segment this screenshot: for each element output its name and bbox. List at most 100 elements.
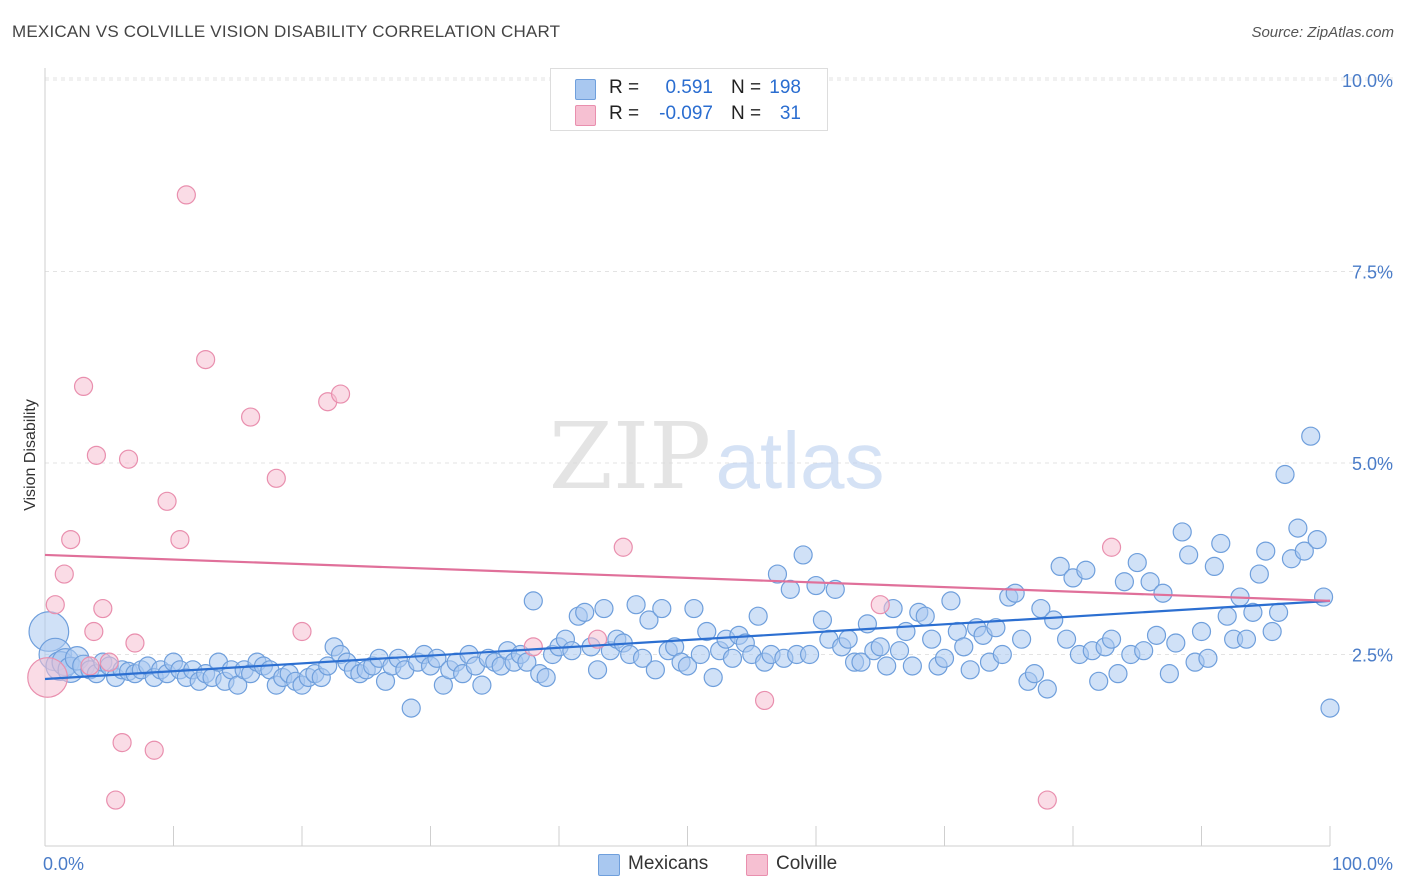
mexican-point [902, 656, 922, 676]
r-value: -0.097 [659, 103, 713, 124]
chart-title: MEXICAN VS COLVILLE VISION DISABILITY CO… [12, 22, 561, 41]
colville-point [54, 564, 74, 584]
mexican-point [799, 644, 820, 665]
mexican-point [889, 641, 910, 661]
y-tick-label: 10.0% [1342, 71, 1393, 91]
mexican-point [877, 656, 897, 676]
colville-point [80, 656, 100, 676]
mexican-point [703, 667, 723, 688]
mexican-point [1011, 629, 1032, 649]
y-tick-label: 2.5% [1352, 646, 1393, 666]
mexican-point [954, 637, 974, 657]
mexican-point [1288, 518, 1308, 538]
mexican-trend-line [44, 599, 1331, 681]
mexican-point [626, 595, 646, 615]
mexican-point [1191, 621, 1212, 642]
mexican-point [697, 621, 717, 642]
colville-point [170, 529, 190, 550]
source-label: Source: ZipAtlas.com [1251, 24, 1394, 41]
colville-point [196, 349, 216, 370]
colville-swatch [575, 105, 596, 126]
n-value: 31 [779, 103, 801, 124]
mexican-point [922, 629, 942, 649]
colville-point [118, 449, 139, 469]
mexican-point [1262, 621, 1282, 642]
colville-legend-swatch [746, 854, 768, 876]
colville-point [292, 621, 312, 642]
mexican-point [536, 667, 556, 688]
colville-point [870, 595, 890, 615]
colville-point [61, 529, 81, 550]
mexican-point [1179, 545, 1199, 565]
mexican-point [960, 660, 980, 680]
colville-trend-line [44, 553, 1331, 602]
colville-point [125, 633, 145, 653]
mexican-point [1024, 664, 1045, 684]
mexican-point [632, 648, 653, 668]
mexican-point [1256, 541, 1276, 561]
y-tick-label: 5.0% [1352, 454, 1393, 474]
mexican-point [1114, 572, 1135, 592]
mexican-point [1037, 679, 1057, 699]
mexican-point [1268, 602, 1289, 622]
mexican-point [1089, 671, 1109, 691]
y-axis-label: Vision Disability [22, 399, 39, 511]
mexican-point [1301, 426, 1321, 446]
axes [44, 68, 1331, 847]
mexican-point [1108, 664, 1128, 684]
mexican-point [748, 606, 768, 626]
mexican-point [1217, 606, 1237, 626]
colville-point [84, 621, 104, 642]
colville-point [99, 652, 119, 672]
mexican-point [870, 637, 890, 657]
mexican-point [825, 579, 845, 599]
mexican-point [793, 545, 813, 565]
r-label: R = [609, 103, 640, 124]
mexican-point [780, 579, 800, 599]
colville-point [73, 376, 94, 396]
mexican-point [690, 644, 710, 665]
watermark-atlas: atlas [716, 416, 885, 505]
mexican-point [1005, 583, 1025, 603]
mexican-point [1198, 648, 1218, 668]
mexican-point [594, 598, 614, 619]
mexican-point [1166, 633, 1186, 653]
mexican-point [652, 598, 672, 619]
mexican-point [1127, 552, 1147, 573]
mexican-point [677, 656, 698, 676]
mexican-point [1056, 629, 1077, 649]
mexican-point [645, 660, 665, 680]
mexican-point [722, 648, 743, 668]
mexican-point [851, 652, 871, 672]
mexican-point [1159, 664, 1179, 684]
mexican-point [1140, 572, 1160, 592]
mexican-point [1313, 587, 1334, 607]
mexican-point [1243, 602, 1263, 622]
mexican-point [562, 641, 582, 661]
mexicans-legend-label: Mexicans [628, 853, 709, 874]
mexican-point [1211, 533, 1231, 554]
mexicans-legend-swatch [598, 854, 620, 876]
mexican-point [1294, 541, 1314, 561]
mexican-point [1153, 583, 1173, 603]
mexican-point [1050, 556, 1070, 577]
y-tick-label: 7.5% [1352, 263, 1393, 283]
colville-point [176, 185, 196, 205]
mexican-point [806, 575, 826, 596]
mexican-point [1101, 629, 1122, 649]
mexican-point [401, 698, 421, 718]
mexican-point [812, 610, 833, 630]
mexican-point [838, 629, 858, 649]
colville-point [112, 732, 132, 753]
mexican-point [1307, 529, 1327, 550]
stats-legend: R = 0.591 N = 198 R = -0.097 N = 31 [550, 68, 828, 131]
mexican-point [992, 644, 1012, 665]
colville-point [106, 790, 126, 810]
mexican-point [1275, 464, 1295, 485]
x-tick-label: 0.0% [43, 854, 84, 874]
r-label: R = [609, 77, 640, 98]
colville-point [523, 637, 543, 657]
colville-point [93, 598, 113, 619]
mexican-point [934, 648, 955, 668]
